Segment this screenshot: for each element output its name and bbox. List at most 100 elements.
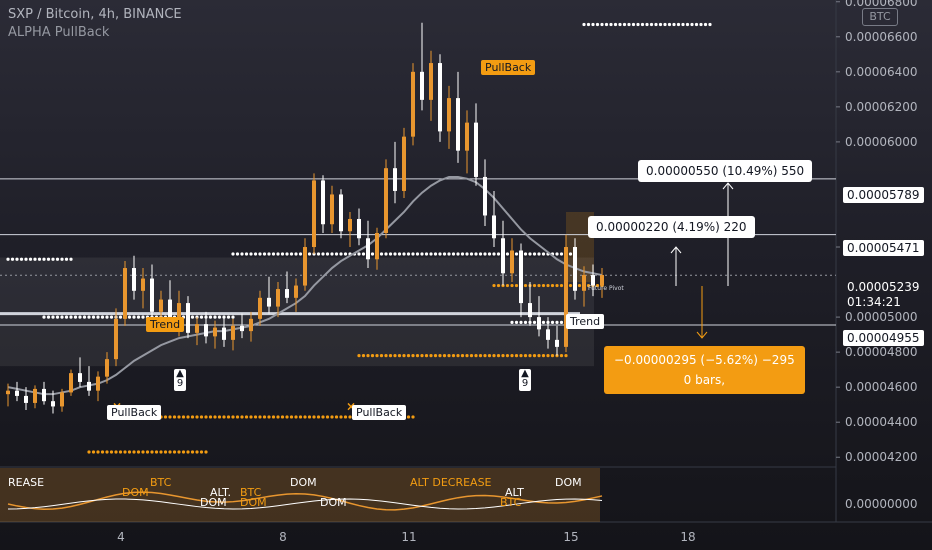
pivot-dot <box>231 315 235 319</box>
time-tick-label: 11 <box>401 530 416 544</box>
pivot-dot <box>469 252 474 256</box>
pivot-dot <box>136 450 141 454</box>
candle-body <box>474 122 478 177</box>
candle-body <box>240 325 244 332</box>
symbol-title[interactable]: SXP / Bitcoin, 4h, BINANCE <box>8 7 182 22</box>
currency-badge[interactable]: BTC <box>862 8 898 26</box>
candle-body <box>492 215 496 239</box>
pivot-dot <box>186 415 190 419</box>
candle-body <box>87 381 91 391</box>
pivot-dot <box>280 252 285 256</box>
candle-body <box>438 63 442 132</box>
pivot-dot <box>42 315 46 319</box>
pivot-dot <box>240 252 244 256</box>
pivot-dot <box>420 252 424 256</box>
pivot-dot <box>78 315 82 319</box>
pivot-dot <box>586 22 591 27</box>
pivot-dot <box>528 252 532 256</box>
lower-pane-line-white <box>7 498 603 510</box>
pivot-dot <box>100 315 105 319</box>
pivot-dot <box>456 252 460 256</box>
pivot-dot <box>208 415 213 419</box>
pivot-dot <box>253 252 258 256</box>
pivot-dot <box>82 315 87 319</box>
pivot-dot <box>91 315 96 319</box>
count-nine-right: ▲ 9 <box>519 369 531 391</box>
pivot-dot <box>694 22 699 27</box>
pivot-dot <box>33 257 37 261</box>
pivot-dot <box>370 354 375 358</box>
pivot-dot <box>550 320 555 324</box>
pivot-dot <box>550 283 555 288</box>
trend-label-left: Trend <box>146 317 185 332</box>
pivot-dot <box>37 257 42 261</box>
pivot-dot <box>15 257 19 261</box>
lower-pane-line-orange <box>7 491 603 511</box>
lower-pane-text: BTC <box>240 486 262 499</box>
pivot-dot <box>109 450 114 454</box>
pivot-dot <box>424 354 429 358</box>
count-nine-left: ▲ 9 <box>174 369 186 391</box>
pivot-dot <box>429 252 433 256</box>
pivot-dot <box>231 415 235 419</box>
pivot-dot <box>379 252 384 256</box>
pivot-dot <box>204 450 208 454</box>
pivot-dot <box>555 283 559 288</box>
candle-body <box>96 376 100 391</box>
candle-body <box>546 329 550 340</box>
pivot-dot <box>636 22 640 27</box>
pivot-dot <box>640 22 645 27</box>
measure-upper[interactable]: 0.00000550 (10.49%) 550 <box>638 160 813 182</box>
measure-middle[interactable]: 0.00000220 (4.19%) 220 <box>588 216 755 238</box>
pivot-dot <box>168 415 172 419</box>
pivot-dot <box>235 415 240 419</box>
pivot-dot <box>96 450 100 454</box>
pivot-dot <box>474 252 478 256</box>
pivot-dot <box>60 257 64 261</box>
pivot-dot <box>172 415 177 419</box>
candle-body <box>132 268 136 291</box>
pivot-dot <box>136 315 141 319</box>
pivot-dot <box>204 415 208 419</box>
candle-body <box>150 278 154 312</box>
pivot-dot <box>658 22 663 27</box>
pivot-dot <box>127 315 132 319</box>
pivot-dot <box>505 354 510 358</box>
pivot-dot <box>199 450 204 454</box>
pivot-dot <box>321 252 325 256</box>
pivot-dot <box>249 252 253 256</box>
pivot-dot <box>451 252 456 256</box>
measure-lower[interactable]: −0.00000295 (−5.62%) −295 0 bars, <box>604 346 805 394</box>
indicator-title[interactable]: ALPHA PullBack <box>8 25 110 40</box>
pivot-dot <box>402 252 406 256</box>
candle-body <box>195 324 199 333</box>
pivot-dot <box>249 415 253 419</box>
pivot-dot <box>118 450 123 454</box>
pivot-dot <box>568 283 573 288</box>
pivot-dot <box>132 315 136 319</box>
price-tick-label: 0.00004800 <box>845 345 918 359</box>
measure-lower-line1: −0.00000295 (−5.62%) −295 <box>614 353 795 367</box>
pivot-dot <box>28 257 33 261</box>
pivot-dot <box>73 315 78 319</box>
candle-body <box>312 180 316 248</box>
candle-body <box>186 303 190 333</box>
pivot-dot <box>487 252 492 256</box>
candle-body <box>33 388 37 403</box>
pivot-dot <box>109 315 114 319</box>
pivot-dot <box>87 315 91 319</box>
pivot-dot <box>339 415 343 419</box>
candle-body <box>15 390 19 396</box>
pivot-dot <box>285 252 289 256</box>
pivot-dot <box>613 22 618 27</box>
price-tick-label: 0.00006200 <box>845 100 918 114</box>
candle-body <box>42 388 46 402</box>
pivot-dot <box>532 252 537 256</box>
pivot-dot <box>541 320 546 324</box>
pivot-dot <box>483 252 487 256</box>
pivot-dot <box>514 354 519 358</box>
pivot-dot <box>496 283 501 288</box>
candle-body <box>249 318 253 332</box>
